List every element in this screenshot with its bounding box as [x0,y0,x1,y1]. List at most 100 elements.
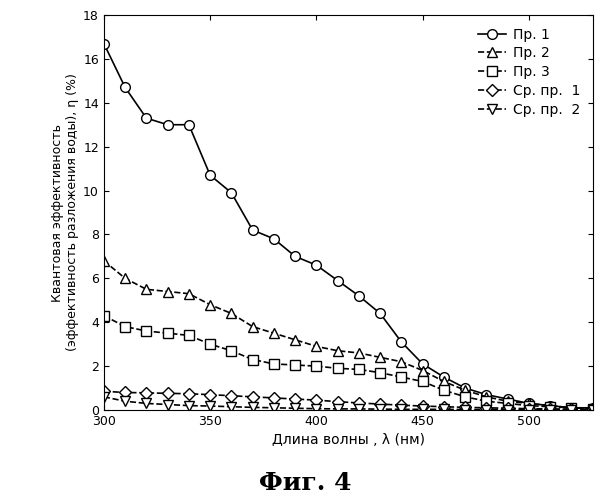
Пр. 3 [185,332,192,338]
Пр. 1 [207,172,214,178]
Пр. 2 [376,354,384,360]
Ср. пр.  1 [419,403,426,409]
Ср. пр.  1 [291,396,299,402]
Ср. пр.  2 [461,406,469,412]
Пр. 2 [228,310,235,316]
Ср. пр.  1 [441,404,448,409]
Ср. пр.  2 [376,406,384,412]
Ср. пр.  2 [589,407,596,413]
Ср. пр.  1 [207,392,214,398]
Ср. пр.  1 [483,405,490,411]
Пр. 1 [419,361,426,367]
Пр. 2 [100,258,108,264]
Ср. пр.  1 [461,404,469,410]
Ср. пр.  1 [568,406,575,412]
Ср. пр.  2 [207,403,214,409]
Пр. 2 [546,402,554,408]
Ср. пр.  1 [164,390,171,396]
Ср. пр.  2 [313,406,320,411]
Пр. 2 [334,348,342,354]
Пр. 2 [441,378,448,384]
Ср. пр.  2 [398,406,405,412]
Ср. пр.  2 [270,405,277,411]
Пр. 1 [291,254,299,260]
Ср. пр.  2 [525,407,533,413]
Ср. пр.  2 [185,402,192,408]
Ср. пр.  1 [143,390,150,396]
Пр. 2 [291,337,299,343]
Ср. пр.  1 [334,398,342,404]
Line: Пр. 2: Пр. 2 [99,256,598,412]
Пр. 2 [398,358,405,364]
Ср. пр.  1 [270,395,277,401]
Пр. 3 [376,370,384,376]
Пр. 2 [419,368,426,374]
Пр. 2 [313,344,320,349]
Пр. 1 [568,405,575,411]
Пр. 3 [207,341,214,347]
Пр. 2 [355,350,362,356]
Line: Ср. пр.  1: Ср. пр. 1 [100,387,597,413]
Ср. пр.  2 [249,404,256,410]
Пр. 1 [313,262,320,268]
Ср. пр.  1 [589,406,596,412]
Пр. 1 [334,278,342,283]
Line: Пр. 3: Пр. 3 [99,311,598,414]
Ср. пр.  1 [249,394,256,400]
Legend: Пр. 1, Пр. 2, Пр. 3, Ср. пр.  1, Ср. пр.  2: Пр. 1, Пр. 2, Пр. 3, Ср. пр. 1, Ср. пр. … [472,22,586,122]
Пр. 2 [270,330,277,336]
Ср. пр.  2 [441,406,448,412]
Ср. пр.  1 [504,405,511,411]
Пр. 3 [249,356,256,362]
Пр. 2 [483,394,490,400]
Пр. 3 [164,330,171,336]
Пр. 3 [122,324,129,330]
Пр. 3 [398,374,405,380]
Пр. 1 [122,84,129,90]
Пр. 3 [228,348,235,354]
Y-axis label: Квантовая эффективность
(эффективность разложения воды), η (%): Квантовая эффективность (эффективность р… [51,74,79,351]
Ср. пр.  2 [228,404,235,409]
Пр. 1 [483,392,490,398]
Пр. 2 [207,302,214,308]
Пр. 3 [419,378,426,384]
Text: Фиг. 4: Фиг. 4 [259,471,352,495]
Пр. 2 [249,324,256,330]
Пр. 2 [589,405,596,411]
Ср. пр.  2 [483,406,490,412]
Ср. пр.  2 [122,398,129,404]
Ср. пр.  1 [376,401,384,407]
Пр. 1 [461,385,469,391]
Пр. 1 [164,122,171,128]
Ср. пр.  1 [313,397,320,403]
Ср. пр.  2 [164,402,171,407]
Ср. пр.  1 [122,390,129,396]
Ср. пр.  1 [546,406,554,412]
Ср. пр.  1 [525,406,533,411]
Пр. 1 [228,190,235,196]
Пр. 1 [504,396,511,402]
Ср. пр.  1 [355,400,362,406]
Пр. 2 [568,405,575,411]
Пр. 1 [143,115,150,121]
Пр. 3 [100,312,108,318]
Пр. 3 [568,405,575,411]
Пр. 3 [483,398,490,404]
Ср. пр.  2 [334,406,342,412]
Пр. 3 [143,328,150,334]
Пр. 1 [589,405,596,411]
Ср. пр.  2 [546,407,554,413]
Ср. пр.  2 [143,400,150,406]
Ср. пр.  2 [568,407,575,413]
X-axis label: Длина волны , λ (нм): Длина волны , λ (нм) [272,434,425,448]
Пр. 1 [525,400,533,406]
Пр. 1 [249,227,256,233]
Пр. 2 [122,276,129,281]
Пр. 1 [270,236,277,242]
Пр. 3 [355,366,362,372]
Ср. пр.  2 [419,406,426,412]
Пр. 3 [270,361,277,367]
Пр. 2 [525,400,533,406]
Line: Ср. пр.  2: Ср. пр. 2 [99,392,598,414]
Пр. 3 [504,400,511,406]
